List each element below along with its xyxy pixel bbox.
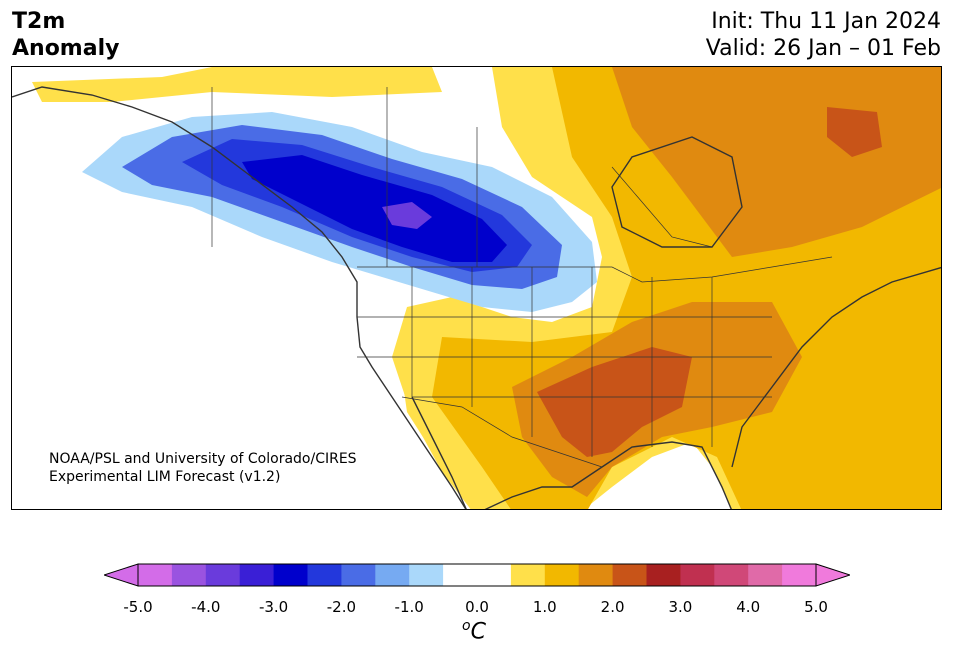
colorbar-tick-label: 2.0 [600, 598, 625, 616]
colorbar-segment [239, 564, 275, 586]
init-date: Init: Thu 11 Jan 2024 [711, 9, 941, 34]
colorbar-segment [443, 564, 478, 586]
colorbar-segment [544, 564, 580, 586]
colorbar-segment [680, 564, 715, 586]
forecast-dates: Init: Thu 11 Jan 2024 Valid: 26 Jan – 01… [706, 8, 941, 62]
colorbar-tick-label: 3.0 [668, 598, 693, 616]
state-borders [211, 87, 833, 468]
hudson-bay-line [611, 136, 743, 248]
colorbar-segment [341, 564, 376, 586]
cold-core [382, 202, 432, 229]
anomaly-map: NOAA/PSL and University of Colorado/CIRE… [11, 66, 942, 510]
unit-label: oC [462, 618, 486, 644]
colorbar-tick-label: -2.0 [326, 598, 357, 616]
colorbar-tick-label: 5.0 [804, 598, 828, 616]
colorbar-segment [375, 564, 410, 586]
map-canvas [12, 67, 941, 509]
valid-date: Valid: 26 Jan – 01 Feb [705, 36, 941, 61]
cold-anomaly-areas [82, 112, 597, 312]
colorbar-segment [782, 564, 817, 586]
colorbar-segment [307, 564, 342, 586]
colorbar-segment [477, 564, 512, 586]
colorbar-tick-label: 4.0 [736, 598, 761, 616]
east-coast-line [731, 266, 941, 468]
us-mexico-border [401, 396, 603, 468]
west-coast-line [12, 86, 467, 509]
anomaly-label: Anomaly [12, 36, 120, 61]
colorbar-segment [646, 564, 681, 586]
colorbar-segment [138, 564, 173, 586]
warm-nw-yellow [32, 67, 442, 102]
colorbar [104, 563, 850, 587]
warm-anomaly-areas [32, 67, 941, 509]
colorbar-tick-label: -1.0 [394, 598, 424, 616]
colorbar-tick-label: -4.0 [191, 598, 221, 616]
colorbar-segment [748, 564, 783, 586]
colorbar-segment [510, 564, 546, 586]
credit-line-1: NOAA/PSL and University of Colorado/CIRE… [49, 451, 357, 467]
credit-line-2: Experimental LIM Forecast (v1.2) [49, 469, 281, 485]
unit-base: C [470, 619, 486, 645]
degree-symbol: o [462, 618, 471, 634]
variable-label: T2m [12, 9, 66, 34]
us-canada-border [357, 256, 833, 283]
map-title: T2m Anomaly [12, 8, 119, 62]
credit-text: NOAA/PSL and University of Colorado/CIRE… [49, 450, 357, 486]
coastlines [12, 86, 941, 509]
colorbar-segment [273, 564, 308, 586]
colorbar-segment [171, 564, 207, 586]
baja-line [411, 396, 467, 509]
colorbar-tick-label: -3.0 [258, 598, 289, 616]
colorbar-segment [409, 564, 444, 586]
warm-south-darkorange [537, 347, 692, 457]
colorbar-segment [578, 564, 614, 586]
colorbar-tick-label: 0.0 [465, 598, 489, 616]
warm-labrador-darkorange [827, 107, 882, 157]
colorbar-tick-label: -5.0 [123, 598, 153, 616]
cold-deepblue [242, 155, 507, 262]
colorbar-min-extend [104, 563, 139, 587]
colorbar-segment [612, 564, 647, 586]
colorbar-tick-label: 1.0 [532, 598, 557, 616]
colorbar-frame [137, 563, 817, 587]
gulf-coast-line [484, 441, 732, 509]
colorbar-segment [714, 564, 749, 586]
colorbar-segment [205, 564, 241, 586]
colorbar-max-extend [815, 563, 850, 587]
